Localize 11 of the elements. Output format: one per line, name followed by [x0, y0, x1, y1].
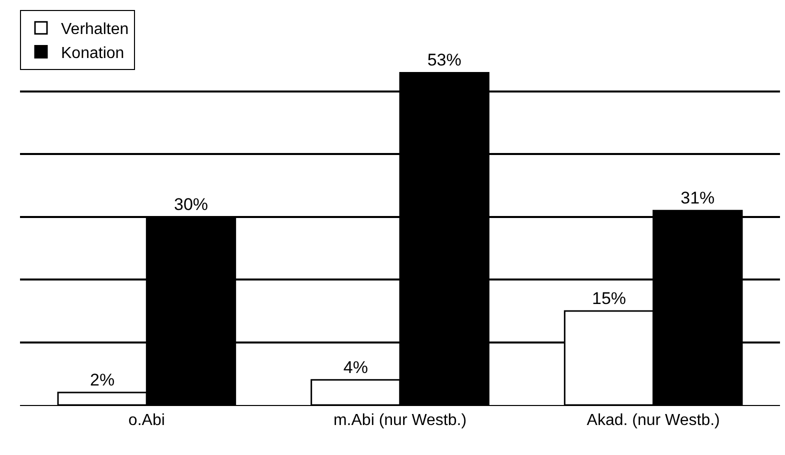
data-label: 4% — [343, 358, 368, 377]
data-label: 2% — [90, 370, 115, 390]
legend-label: Verhalten — [61, 21, 129, 38]
data-label: 31% — [680, 188, 715, 208]
x-tick-label: o.Abi — [128, 412, 165, 430]
legend-label: Konation — [61, 44, 124, 62]
x-tick-label: Akad. (nur Westb.) — [586, 412, 720, 430]
data-label: 15% — [592, 288, 626, 308]
x-tick-label: m.Abi (nur Westb.) — [333, 412, 467, 430]
data-label: 30% — [174, 194, 208, 214]
data-label: 53% — [427, 50, 462, 70]
